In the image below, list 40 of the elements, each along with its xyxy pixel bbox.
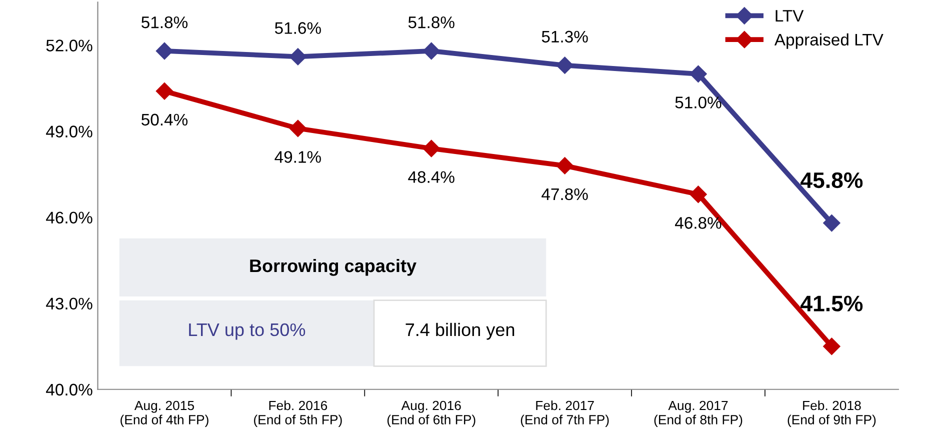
x-tick-label: Feb. 2018 (End of 9th FP) <box>788 400 876 427</box>
x-tick-label: Feb. 2016 (End of 5th FP) <box>254 400 342 427</box>
annotation: Borrowing capacity <box>250 258 416 276</box>
y-tick-label: 43.0% <box>46 298 92 310</box>
point <box>556 56 574 74</box>
point <box>823 338 840 355</box>
y-tick-label: 49.0% <box>46 126 92 138</box>
x-tick-label: Feb. 2017 (End of 7th FP) <box>520 400 609 427</box>
x-tick-label: Aug. 2017 (End of 8th FP) <box>654 400 742 427</box>
x-tick-label: Aug. 2015 (End of 4th FP) <box>120 400 208 427</box>
legend-label: Appraised LTV <box>774 33 884 49</box>
annotation: LTV up to 50% <box>189 323 306 340</box>
data-label: 46.8% <box>675 217 722 229</box>
y-tick-label: 40.0% <box>46 384 92 396</box>
point <box>556 157 574 174</box>
data-label: 45.8% <box>800 172 863 188</box>
point <box>156 82 174 100</box>
data-label: 50.4% <box>142 114 188 126</box>
point <box>690 65 707 82</box>
data-label: 47.8% <box>542 188 588 200</box>
data-label: 48.4% <box>408 171 454 183</box>
point <box>289 120 306 137</box>
data-label: 49.1% <box>274 151 321 163</box>
data-label: 51.3% <box>542 30 588 43</box>
y-tick-label: 46.0% <box>46 212 92 224</box>
data-label: 51.6% <box>274 22 321 34</box>
y-tick-label: 52.0% <box>46 40 92 52</box>
x-tick-label: Aug. 2016 (End of 6th FP) <box>387 400 476 427</box>
point <box>289 48 306 66</box>
point <box>422 42 440 60</box>
annotation: 7.4 billion yen <box>406 322 514 340</box>
data-label: 51.8% <box>142 16 188 28</box>
point <box>422 140 440 158</box>
legend-label: LTV <box>776 10 804 22</box>
point <box>156 42 174 60</box>
data-label: 51.8% <box>408 16 454 28</box>
data-label: 51.0% <box>675 96 722 108</box>
point <box>823 214 840 232</box>
point <box>690 186 707 203</box>
data-label: 41.5% <box>800 296 863 312</box>
